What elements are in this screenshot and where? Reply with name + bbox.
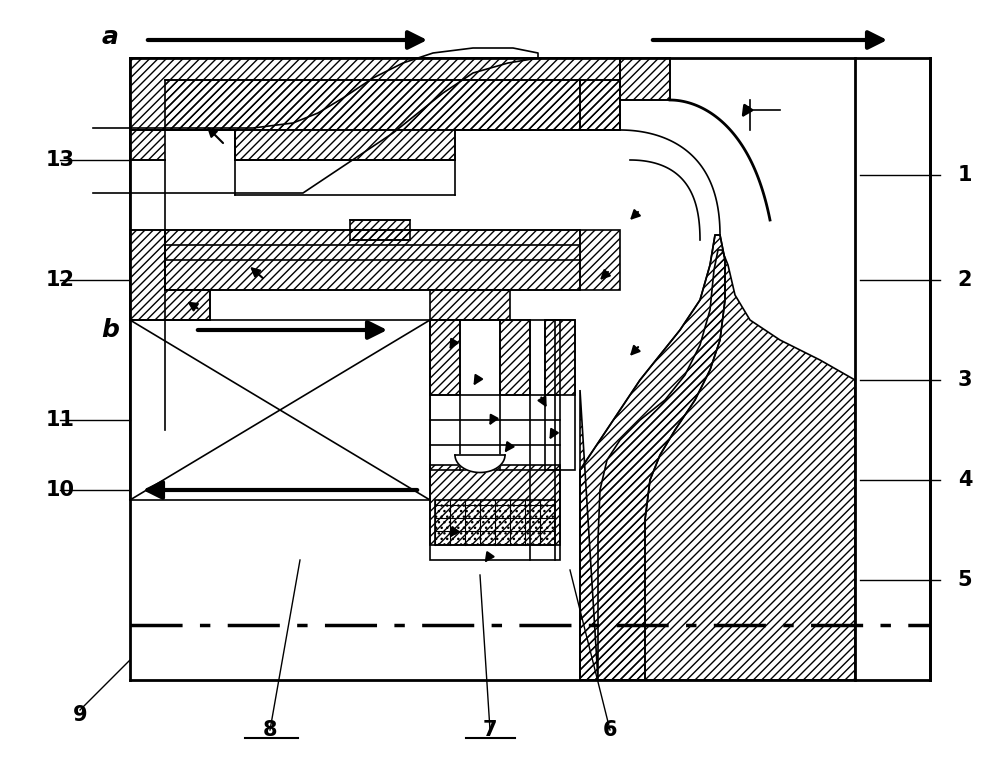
- Text: 7: 7: [483, 720, 497, 740]
- Text: 13: 13: [46, 150, 74, 170]
- Text: 4: 4: [958, 470, 972, 490]
- Text: 9: 9: [73, 705, 87, 725]
- Text: 3: 3: [958, 370, 972, 390]
- Text: 12: 12: [46, 270, 74, 290]
- Bar: [545, 320, 575, 470]
- Text: a: a: [102, 25, 118, 49]
- Bar: [130, 320, 430, 500]
- Text: 5: 5: [958, 570, 972, 590]
- Polygon shape: [455, 455, 505, 472]
- Text: 8: 8: [263, 720, 277, 740]
- Bar: [350, 220, 410, 240]
- Text: b: b: [101, 318, 119, 342]
- Text: 11: 11: [46, 410, 74, 430]
- Text: 6: 6: [603, 720, 617, 740]
- Text: 10: 10: [46, 480, 74, 500]
- Text: 2: 2: [958, 270, 972, 290]
- Bar: [430, 320, 560, 560]
- Text: 1: 1: [958, 165, 972, 185]
